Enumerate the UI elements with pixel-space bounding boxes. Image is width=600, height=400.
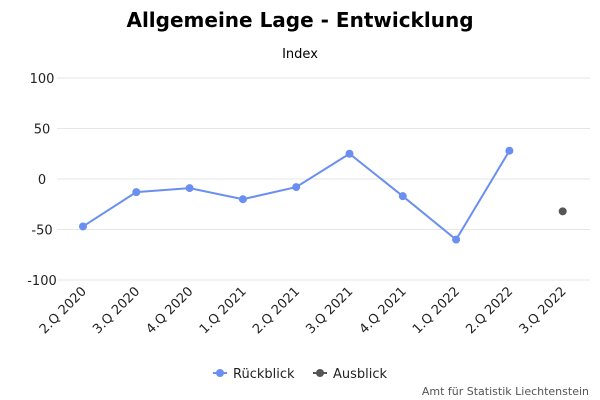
series-line [82,150,511,242]
credit-text: Amt für Statistik Liechtenstein [422,385,589,398]
y-tick-label: 50 [34,123,51,138]
x-tick-label: 4.Q 2020 [143,284,196,337]
x-tick-label: 4.Q 2021 [357,284,410,337]
legend-label: Rückblick [233,367,295,382]
data-point [238,195,247,204]
data-point [558,207,567,216]
legend: Rückblick Ausblick [213,367,388,382]
x-tick-label: 1.Q 2022 [410,284,463,337]
x-tick-label: 3.Q 2021 [303,284,356,337]
y-axis-label: Index [282,47,318,62]
x-tick-labels: 2.Q 2020 3.Q 2020 4.Q 2020 1.Q 2021 2.Q 2021… [37,284,570,337]
y-tick-label: -100 [27,274,57,289]
legend-marker [216,369,224,377]
x-tick-label: 2.Q 2022 [463,284,516,337]
grid-layer [57,77,590,281]
x-tick-label: 2.Q 2020 [37,284,90,337]
x-tick-label: 3.Q 2020 [90,284,143,337]
series-r-ckblick [79,146,514,244]
data-point [345,149,354,158]
data-point [132,188,141,197]
chart-title: Allgemeine Lage - Entwicklung [126,8,473,32]
x-tick-label: 1.Q 2021 [197,284,250,337]
data-point [292,183,301,192]
data-point [185,184,194,193]
data-point [505,146,514,155]
y-tick-label: 100 [30,72,55,87]
x-tick-label: 2.Q 2021 [250,284,303,337]
legend-marker [316,369,324,377]
y-tick-label: 0 [38,173,46,188]
series-layer [79,146,567,244]
x-tick-label: 3.Q 2022 [517,284,570,337]
y-tick-label: -50 [31,224,52,239]
data-point [398,192,407,201]
data-point [79,222,87,231]
legend-label: Ausblick [333,367,388,382]
y-tick-labels: 100 50 0 -50 -100 [27,72,57,289]
data-point [452,235,461,244]
series-ausblick [558,207,567,216]
